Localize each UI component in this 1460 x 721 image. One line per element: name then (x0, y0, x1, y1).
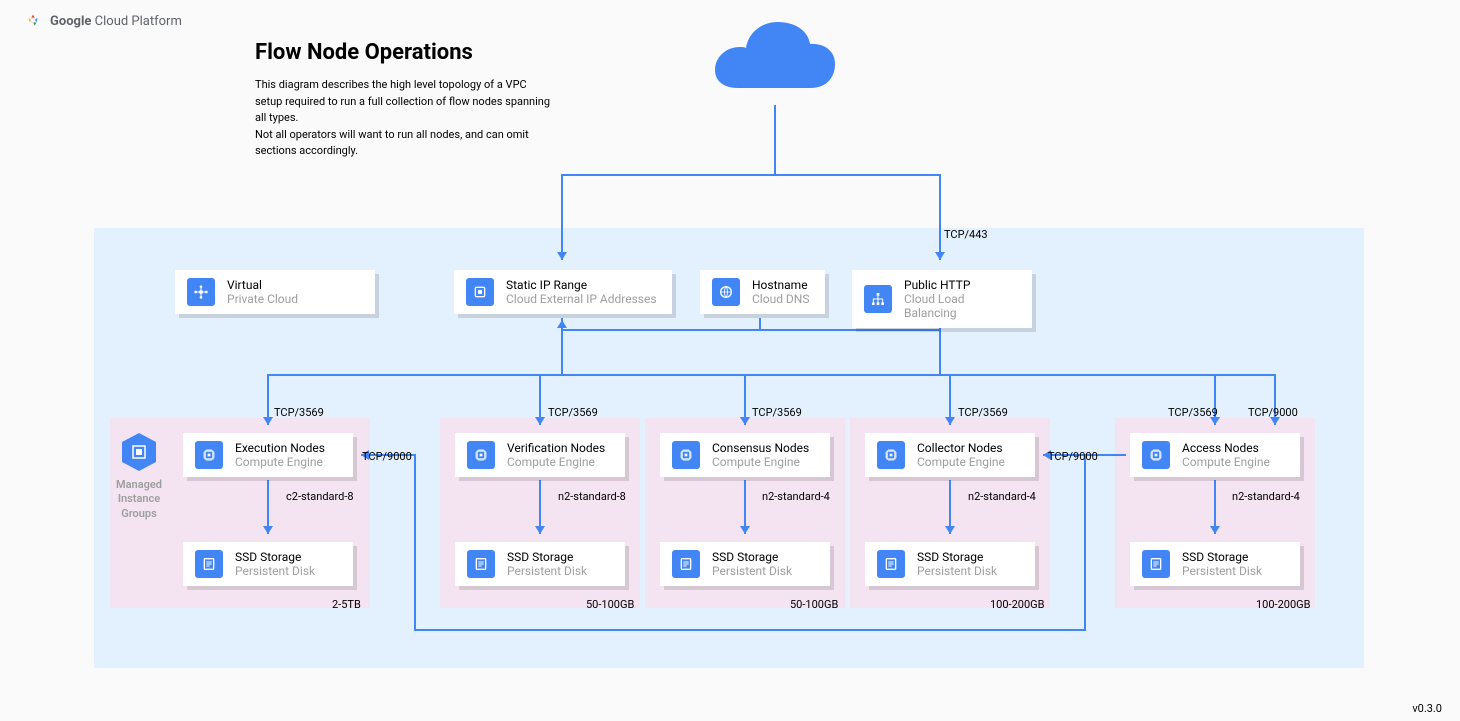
card-static_ip: Static IP RangeCloud External IP Address… (454, 270, 672, 314)
edge-label-6: TCP/9000 (1248, 406, 1298, 419)
card-icon-vpc (187, 278, 215, 306)
edge-label-4: TCP/3569 (958, 406, 1008, 419)
edge-label-2: TCP/3569 (548, 406, 598, 419)
card-title: Access Nodes (1182, 441, 1270, 455)
card-icon-lb (864, 285, 892, 313)
card-subtitle: Compute Engine (235, 455, 325, 469)
card-subtitle: Private Cloud (227, 292, 298, 306)
card-cons_ssd: SSD StoragePersistent Disk (660, 542, 830, 586)
card-subtitle: Persistent Disk (917, 564, 997, 578)
card-title: SSD Storage (235, 550, 315, 564)
storage-label-2: 50-100GB (790, 598, 838, 611)
card-title: SSD Storage (712, 550, 792, 564)
card-icon-coll_ssd (877, 550, 905, 578)
edge-label-5: TCP/3569 (1168, 406, 1218, 419)
card-subtitle: Cloud External IP Addresses (506, 292, 657, 306)
card-access_ssd: SSD StoragePersistent Disk (1130, 542, 1300, 586)
card-title: Collector Nodes (917, 441, 1005, 455)
card-subtitle: Persistent Disk (1182, 564, 1262, 578)
internet-cloud-icon (710, 18, 840, 110)
card-icon-access (1142, 441, 1170, 469)
card-title: Static IP Range (506, 278, 657, 292)
machine-label-0: c2-standard-8 (286, 490, 354, 503)
card-verif_ssd: SSD StoragePersistent Disk (455, 542, 625, 586)
card-icon-exec (195, 441, 223, 469)
card-icon-access_ssd (1142, 550, 1170, 578)
card-title: SSD Storage (1182, 550, 1262, 564)
card-icon-cons (672, 441, 700, 469)
storage-label-4: 100-200GB (1256, 598, 1310, 611)
card-title: Hostname (752, 278, 810, 292)
storage-label-1: 50-100GB (586, 598, 634, 611)
card-title: SSD Storage (917, 550, 997, 564)
card-icon-exec_ssd (195, 550, 223, 578)
managed-instance-groups-icon (121, 432, 157, 472)
card-vpc: VirtualPrivate Cloud (175, 270, 375, 314)
edge-label-0: TCP/443 (944, 228, 988, 241)
card-coll: Collector NodesCompute Engine (865, 433, 1035, 477)
version-label: v0.3.0 (1412, 702, 1442, 715)
card-subtitle: Persistent Disk (712, 564, 792, 578)
card-exec_ssd: SSD StoragePersistent Disk (183, 542, 353, 586)
card-subtitle: Compute Engine (1182, 455, 1270, 469)
gcp-logo-text: Google Cloud Platform (50, 14, 182, 29)
machine-label-3: n2-standard-4 (968, 490, 1036, 503)
card-icon-cons_ssd (672, 550, 700, 578)
edge-label-8: TCP/9000 (1048, 450, 1098, 463)
card-icon-static_ip (466, 278, 494, 306)
card-subtitle: Cloud Load Balancing (904, 292, 1020, 320)
card-hostname: HostnameCloud DNS (700, 270, 825, 314)
edge-label-1: TCP/3569 (274, 406, 324, 419)
card-lb: Public HTTPCloud Load Balancing (852, 270, 1032, 328)
card-subtitle: Persistent Disk (235, 564, 315, 578)
card-title: Verification Nodes (507, 441, 605, 455)
card-subtitle: Compute Engine (712, 455, 809, 469)
card-cons: Consensus NodesCompute Engine (660, 433, 830, 477)
card-subtitle: Compute Engine (917, 455, 1005, 469)
storage-label-3: 100-200GB (990, 598, 1044, 611)
card-icon-verif (467, 441, 495, 469)
managed-instance-groups-label: Managed Instance Groups (116, 478, 162, 521)
gcp-logo-area: Google Cloud Platform (24, 12, 182, 30)
card-subtitle: Persistent Disk (507, 564, 587, 578)
machine-label-4: n2-standard-4 (1232, 490, 1300, 503)
card-verif: Verification NodesCompute Engine (455, 433, 625, 477)
card-exec: Execution NodesCompute Engine (183, 433, 353, 477)
card-title: Execution Nodes (235, 441, 325, 455)
page-title: Flow Node Operations (255, 40, 555, 65)
machine-label-2: n2-standard-4 (762, 490, 830, 503)
machine-label-1: n2-standard-8 (558, 490, 626, 503)
card-access: Access NodesCompute Engine (1130, 433, 1300, 477)
card-title: Consensus Nodes (712, 441, 809, 455)
edge-label-7: TCP/9000 (362, 450, 412, 463)
card-icon-hostname (712, 278, 740, 306)
gcp-logo-icon (24, 12, 42, 30)
card-subtitle: Cloud DNS (752, 292, 810, 306)
description-1: This diagram describes the high level to… (255, 77, 555, 127)
storage-label-0: 2-5TB (332, 598, 361, 611)
card-coll_ssd: SSD StoragePersistent Disk (865, 542, 1035, 586)
card-subtitle: Compute Engine (507, 455, 605, 469)
card-icon-coll (877, 441, 905, 469)
edge-label-3: TCP/3569 (752, 406, 802, 419)
card-title: Public HTTP (904, 278, 1020, 292)
description-2: Not all operators will want to run all n… (255, 127, 555, 160)
card-title: Virtual (227, 278, 298, 292)
title-block: Flow Node Operations This diagram descri… (255, 40, 555, 160)
card-title: SSD Storage (507, 550, 587, 564)
card-icon-verif_ssd (467, 550, 495, 578)
